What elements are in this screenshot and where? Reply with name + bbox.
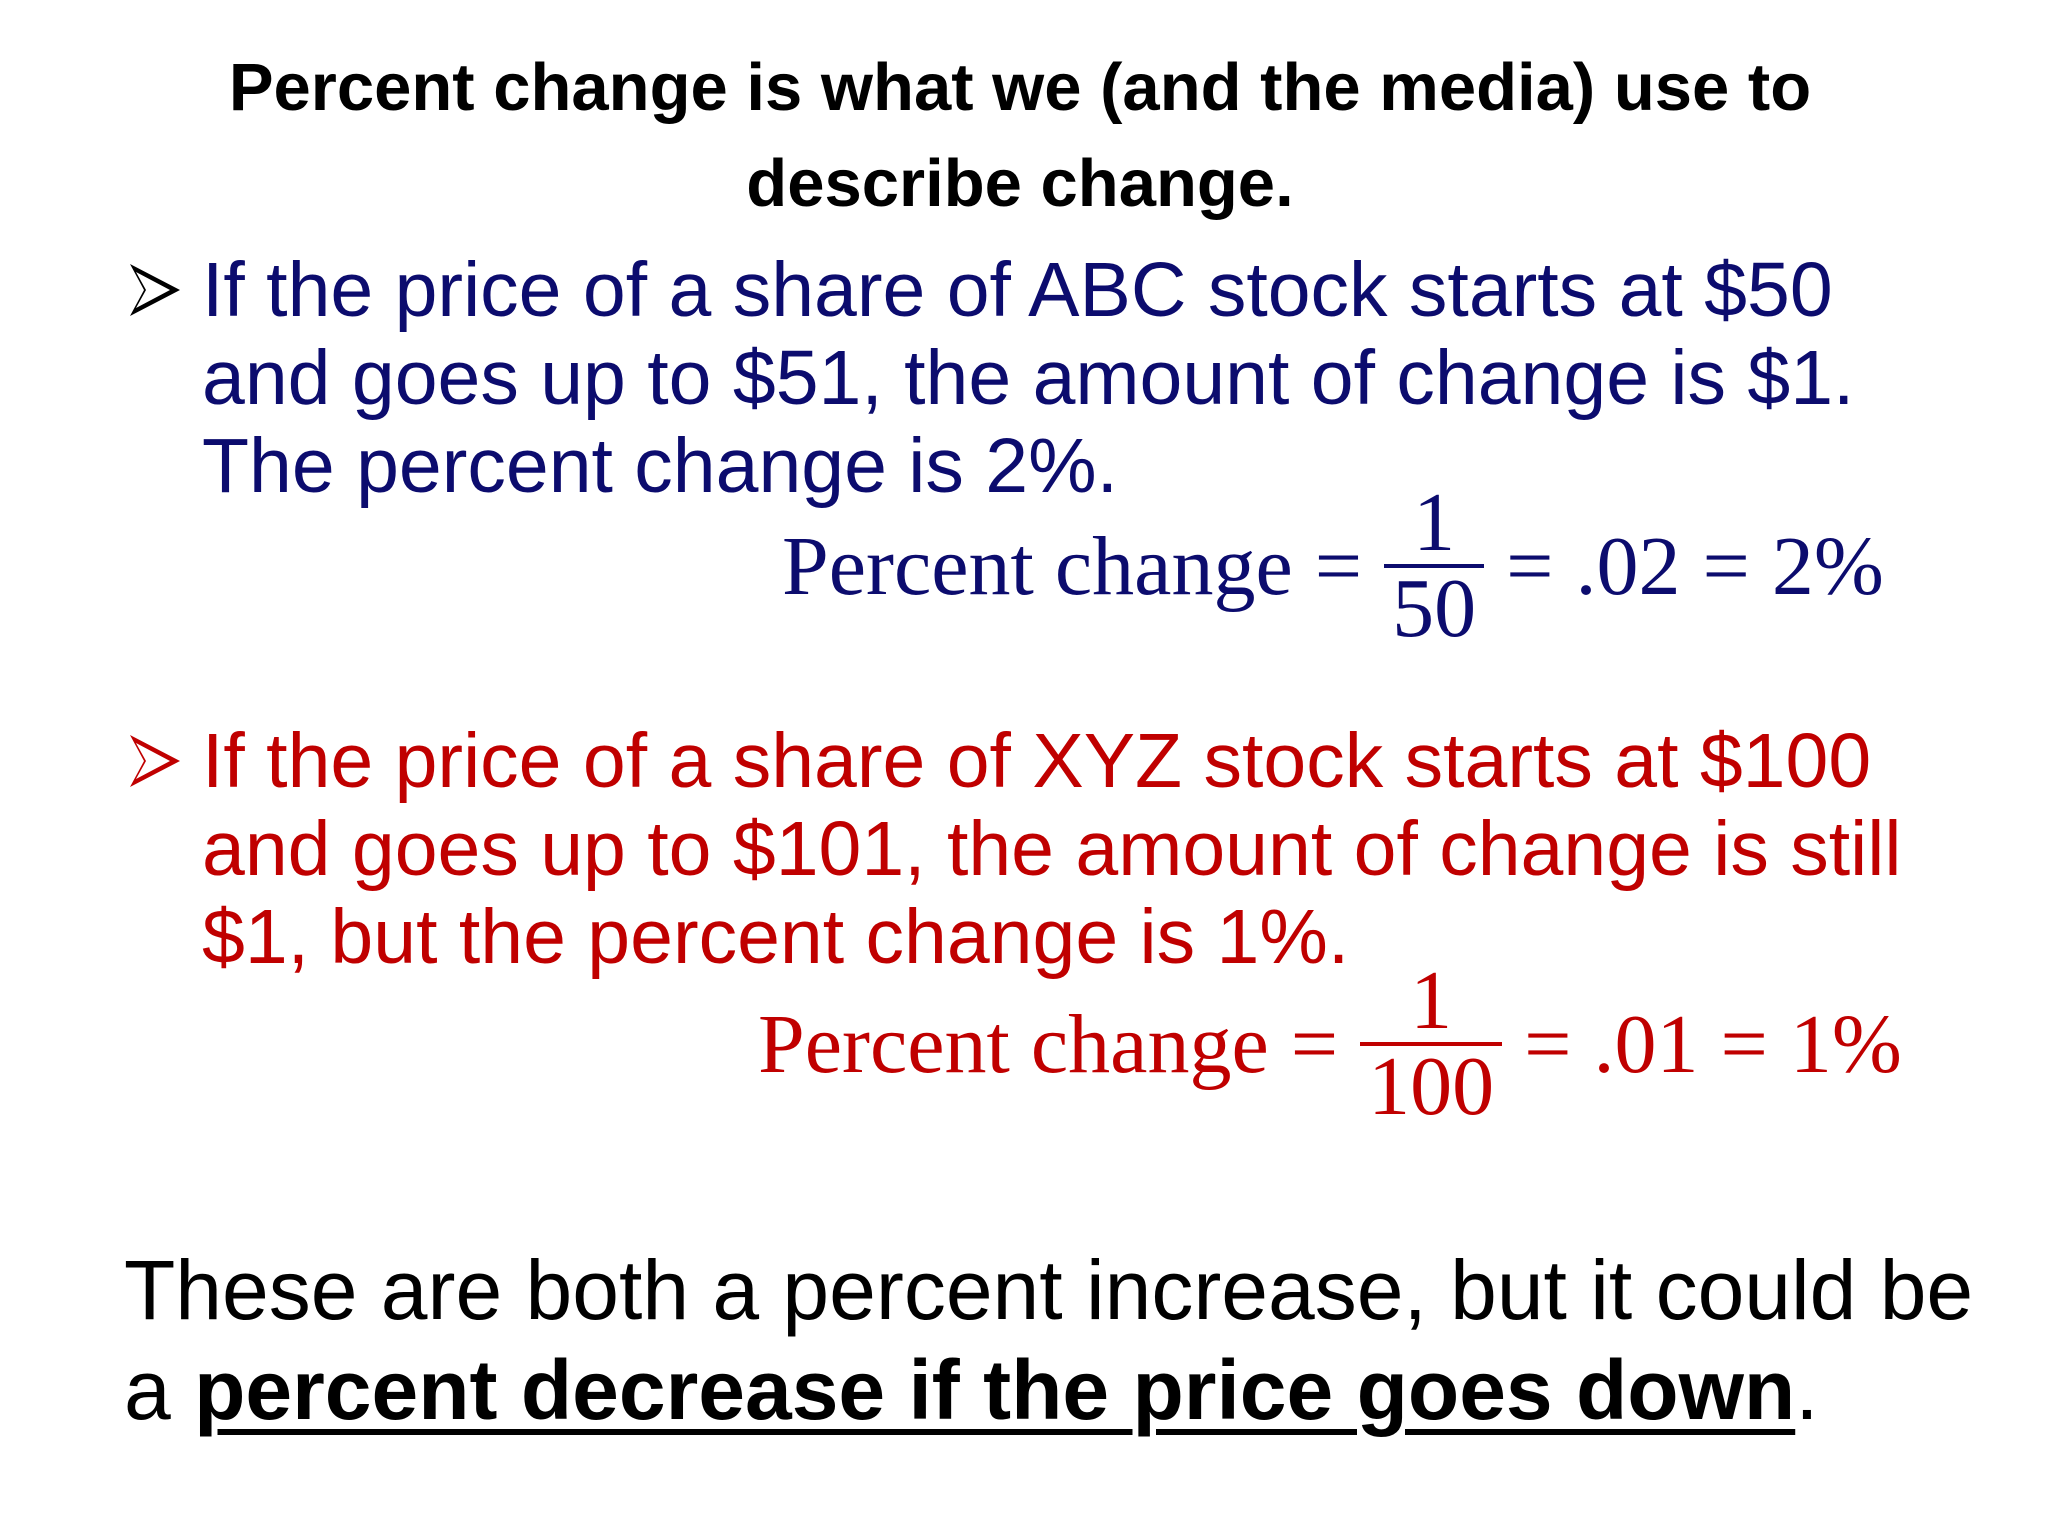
equals-sign: = <box>1524 997 1572 1091</box>
equals-sign: = <box>1506 519 1554 613</box>
fraction-numerator: 1 <box>1413 476 1456 569</box>
conclusion-end: . <box>1795 1343 1819 1437</box>
conclusion-emphasis: percent decrease if the price goes down <box>194 1343 1796 1437</box>
equals-sign: = <box>1702 519 1750 613</box>
arrow-bullet-icon <box>130 264 180 316</box>
formula-xyz: Percent change = 1 100 = .01 = 1% <box>758 954 1902 1133</box>
formula-abc: Percent change = 1 50 = .02 = 2% <box>782 476 1884 655</box>
fraction: 1 100 <box>1360 954 1503 1133</box>
bullet-text: If the price of a share of XYZ stock sta… <box>202 718 1902 980</box>
conclusion-text: These are both a percent increase, but i… <box>124 1240 2004 1440</box>
equals-sign: = <box>1720 997 1768 1091</box>
equals-sign: = <box>1314 519 1363 613</box>
fraction-denominator: 100 <box>1368 1040 1495 1133</box>
fraction-numerator: 1 <box>1410 954 1453 1047</box>
fraction-bar <box>1384 564 1485 568</box>
formula-label: Percent change <box>758 997 1269 1091</box>
fraction-bar <box>1360 1042 1503 1046</box>
decimal-value: .01 <box>1593 997 1699 1091</box>
slide-title: Percent change is what we (and the media… <box>228 50 1812 221</box>
decimal-value: .02 <box>1575 519 1681 613</box>
fraction-denominator: 50 <box>1392 562 1477 655</box>
percent-value: 1% <box>1789 997 1902 1091</box>
fraction: 1 50 <box>1384 476 1485 655</box>
conclusion-lead: These are both a percent increase, but i… <box>124 1243 1974 1437</box>
formula-label: Percent change <box>782 519 1293 613</box>
bullet-text: If the price of a share of ABC stock sta… <box>202 247 1855 509</box>
equals-sign: = <box>1290 997 1339 1091</box>
percent-value: 2% <box>1771 519 1884 613</box>
arrow-bullet-icon <box>130 735 180 787</box>
